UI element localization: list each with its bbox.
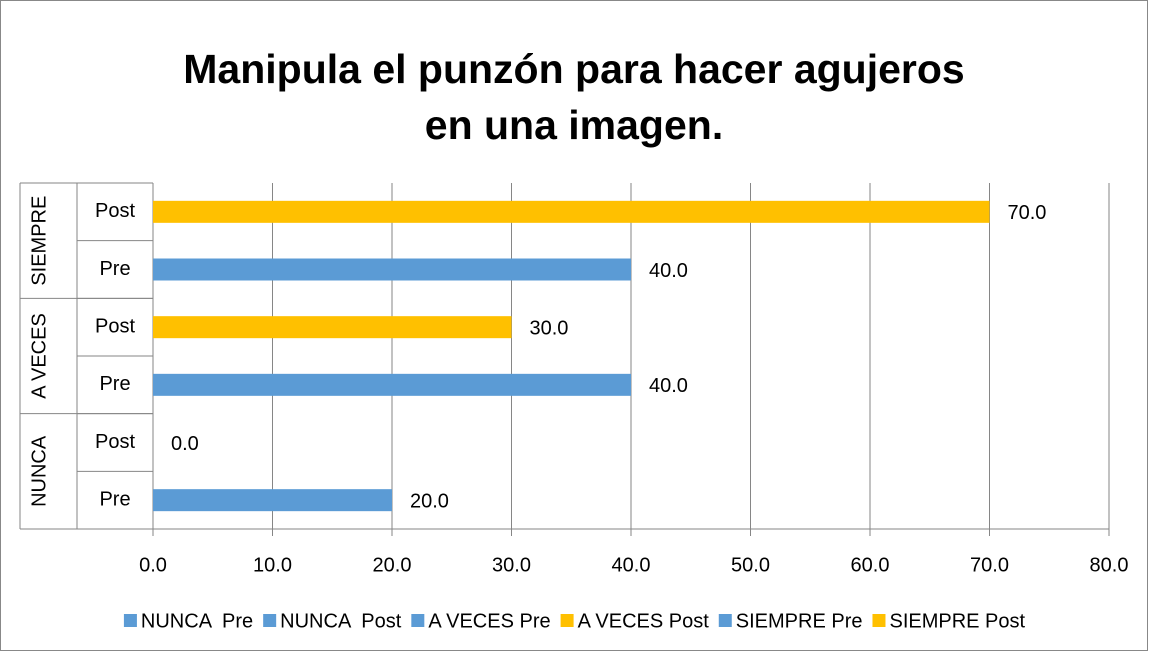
data-label: 70.0	[1008, 202, 1047, 224]
legend-swatch	[560, 614, 574, 627]
group-label: A VECES	[28, 313, 50, 399]
legend-label: SIEMPRE Post	[889, 610, 1025, 632]
bar	[153, 373, 631, 396]
x-tick-label: 50.0	[731, 554, 770, 576]
legend-label: NUNCA Pre	[141, 610, 253, 632]
x-tick-label: 40.0	[612, 554, 651, 576]
chart-title: Manipula el punzón para hacer agujeros en…	[183, 46, 964, 148]
x-tick-label: 20.0	[373, 554, 412, 576]
x-tick-label: 60.0	[851, 554, 890, 576]
legend-swatch	[411, 614, 425, 627]
bar	[153, 258, 631, 281]
bar	[153, 489, 392, 512]
group-label: NUNCA	[28, 435, 50, 507]
category-label: Pre	[99, 488, 130, 510]
legend-label: A VECES Pre	[428, 610, 550, 632]
category-label: Pre	[99, 373, 130, 395]
legend-label: NUNCA Post	[280, 610, 402, 632]
legend: NUNCA Pre NUNCA Post A VECES Pre A VECES Po…	[123, 610, 1026, 632]
x-tick-label: 70.0	[970, 554, 1009, 576]
data-label: 30.0	[530, 317, 569, 339]
x-tick-label: 0.0	[139, 554, 167, 576]
x-tick-label: 80.0	[1090, 554, 1129, 576]
legend-swatch	[123, 614, 137, 627]
x-tick-label: 30.0	[492, 554, 531, 576]
legend-label: A VECES Post	[578, 610, 710, 632]
category-label: Post	[95, 431, 135, 453]
legend-label: SIEMPRE Pre	[736, 610, 863, 632]
group-label: SIEMPRE	[28, 196, 50, 286]
legend-swatch	[718, 614, 732, 627]
data-label: 20.0	[410, 490, 449, 512]
data-label: 40.0	[649, 260, 688, 282]
category-label: Post	[95, 315, 135, 337]
data-label: 40.0	[649, 375, 688, 397]
legend-swatch	[263, 614, 277, 627]
legend-swatch	[872, 614, 886, 627]
bar	[153, 200, 990, 223]
category-label: Pre	[99, 258, 130, 280]
data-label: 0.0	[171, 433, 199, 455]
x-tick-label: 10.0	[253, 554, 292, 576]
bar	[153, 316, 512, 339]
category-label: Post	[95, 200, 135, 222]
